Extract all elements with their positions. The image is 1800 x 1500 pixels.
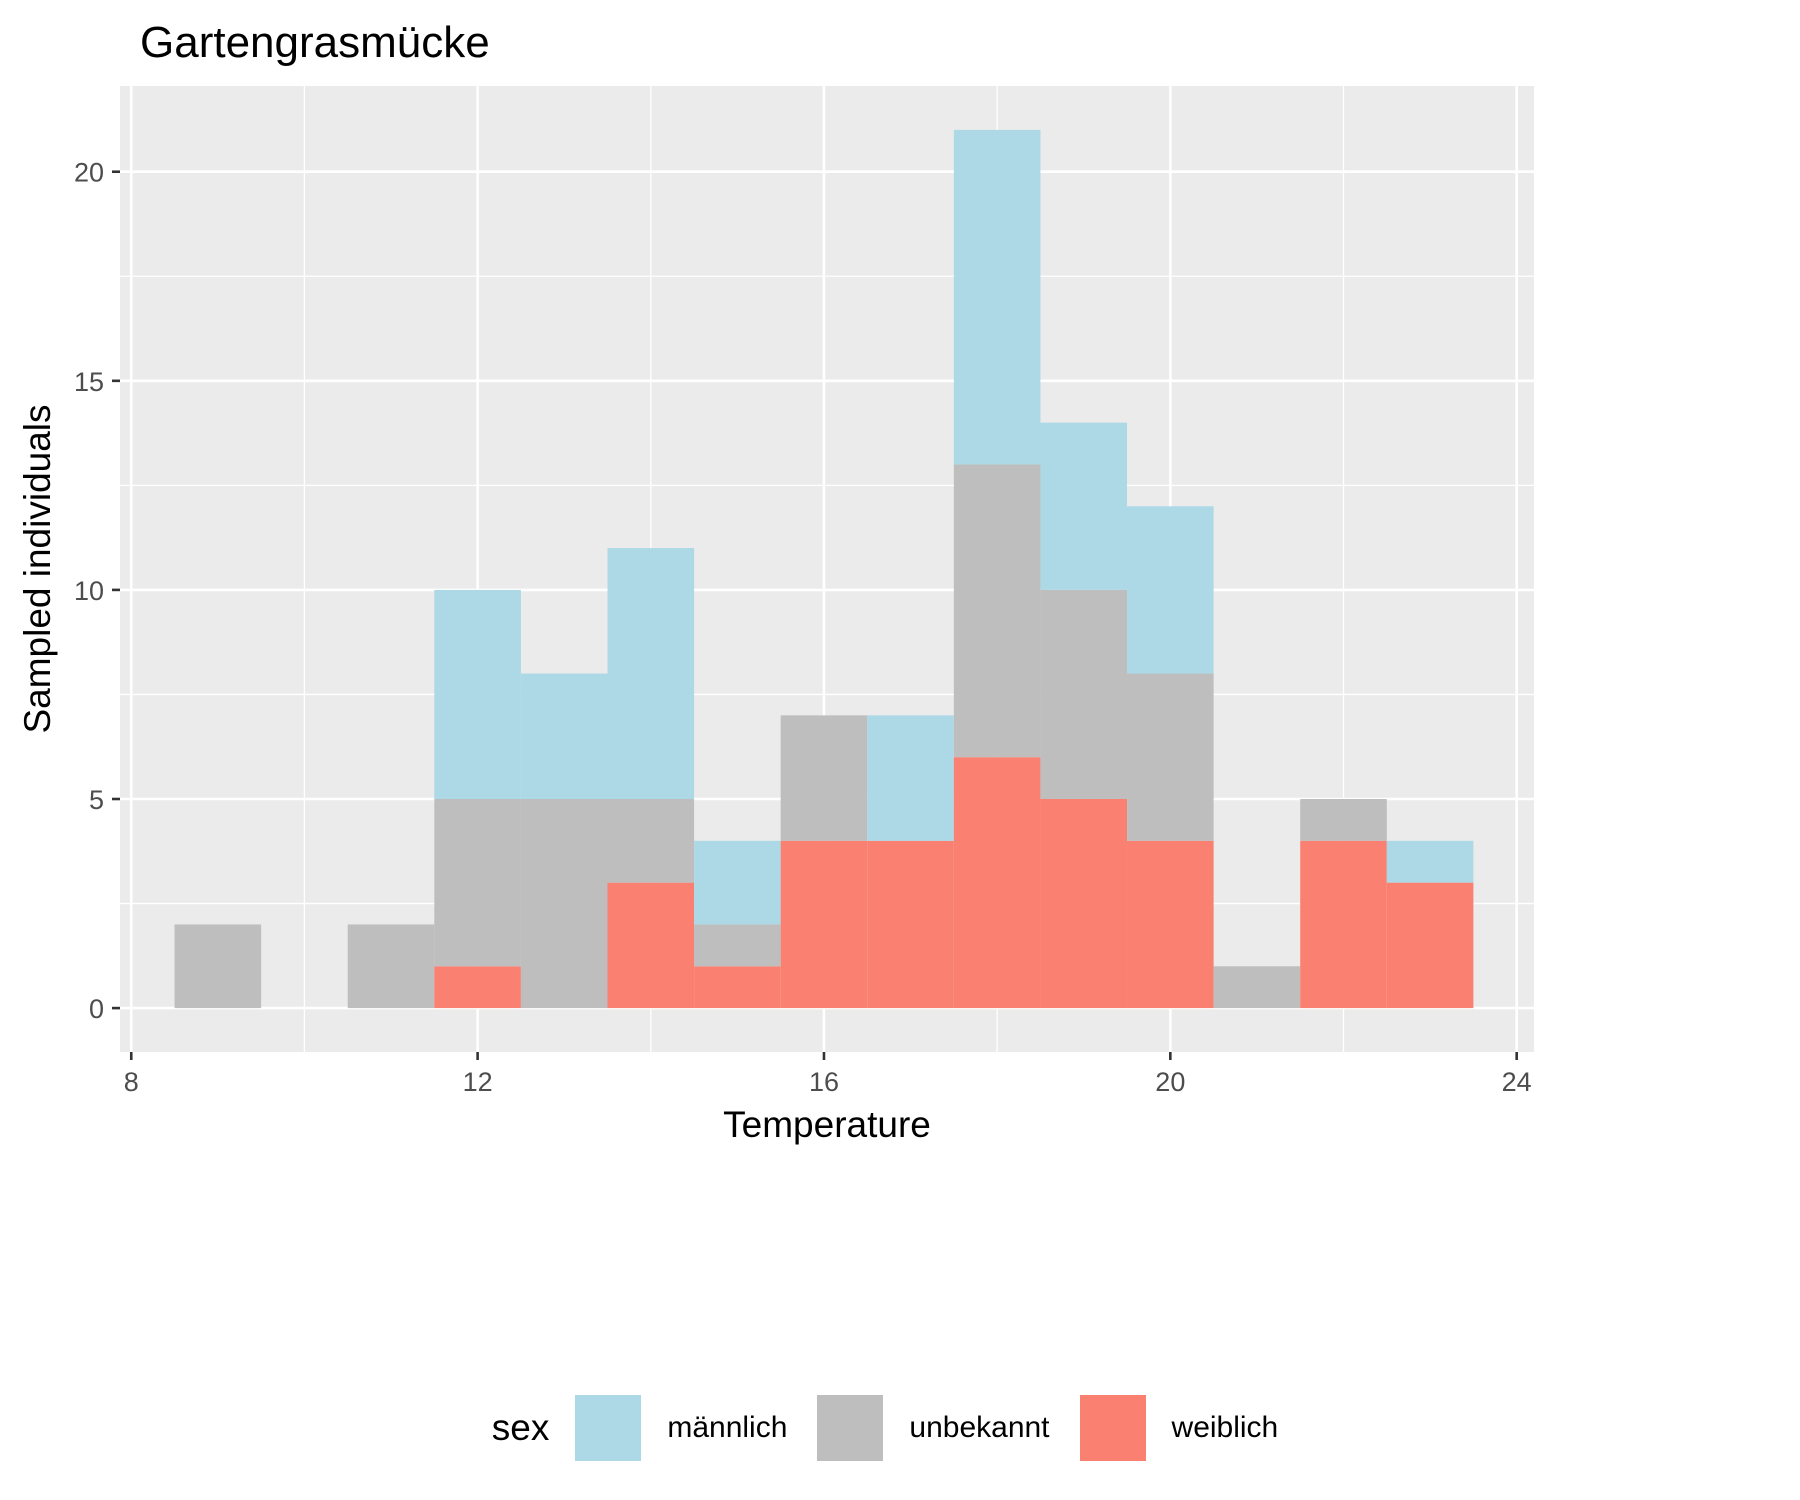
y-tick-label: 0 — [89, 994, 104, 1024]
legend-label-maennlich: männlich — [667, 1411, 788, 1444]
y-axis-title: Sampled individuals — [17, 404, 58, 733]
bar-unbekannt-9 — [174, 924, 262, 1009]
bars-layer — [174, 129, 1474, 1009]
histogram-chart: 0 5 10 15 20 8 12 16 20 24 Temperature Sampled in… — [17, 86, 1534, 1145]
legend-key-maennlich — [575, 1395, 642, 1461]
bar-weiblich-20 — [1127, 840, 1214, 1009]
x-tick-label: 24 — [1502, 1067, 1532, 1097]
x-tick-label: 8 — [124, 1067, 139, 1097]
bar-mnnlich-17 — [867, 715, 954, 841]
bar-weiblich-23 — [1386, 882, 1474, 1009]
bar-unbekannt-11 — [347, 924, 435, 1009]
bar-unbekannt-21 — [1213, 966, 1301, 1009]
bar-unbekannt-20 — [1127, 673, 1214, 841]
legend-title: sex — [491, 1407, 550, 1448]
bar-unbekannt-14 — [607, 799, 695, 883]
bar-mnnlich-12 — [434, 589, 521, 799]
x-axis-title: Temperature — [723, 1104, 931, 1145]
bar-unbekannt-18 — [953, 464, 1041, 758]
legend-label-unbekannt: unbekannt — [909, 1411, 1050, 1444]
chart-title: Gartengrasmücke — [140, 18, 490, 67]
x-tick-label: 20 — [1155, 1067, 1185, 1097]
bar-unbekannt-19 — [1040, 589, 1128, 799]
bar-mnnlich-14 — [607, 548, 695, 799]
bar-weiblich-22 — [1300, 840, 1387, 1009]
legend-key-unbekannt — [817, 1395, 884, 1461]
y-tick-label: 20 — [74, 158, 104, 188]
y-tick-label: 15 — [74, 367, 104, 397]
bar-mnnlich-23 — [1386, 840, 1474, 883]
legend: sex männlich unbekannt weiblich — [0, 1388, 1800, 1468]
bar-unbekannt-12 — [434, 799, 521, 967]
axes-layer: 0 5 10 15 20 8 12 16 20 24 — [74, 158, 1532, 1097]
bar-mnnlich-20 — [1127, 506, 1214, 674]
bar-mnnlich-15 — [694, 840, 781, 925]
bar-weiblich-18 — [953, 757, 1041, 1009]
x-tick-label: 16 — [809, 1067, 839, 1097]
bar-weiblich-17 — [867, 840, 954, 1009]
bar-weiblich-16 — [780, 840, 868, 1009]
bar-unbekannt-15 — [694, 924, 781, 967]
bar-weiblich-12 — [434, 966, 521, 1009]
x-tick-label: 12 — [463, 1067, 493, 1097]
legend-item-unbekannt: unbekannt — [817, 1395, 1050, 1461]
bar-unbekannt-16 — [780, 715, 868, 841]
bar-unbekannt-13 — [520, 799, 608, 1009]
legend-label-weiblich: weiblich — [1171, 1411, 1279, 1444]
bar-mnnlich-18 — [953, 129, 1041, 465]
bar-weiblich-19 — [1040, 799, 1128, 1009]
bar-weiblich-14 — [607, 882, 695, 1009]
bar-weiblich-15 — [694, 966, 781, 1009]
legend-item-weiblich: weiblich — [1079, 1395, 1279, 1461]
bar-mnnlich-13 — [520, 673, 608, 799]
bar-unbekannt-22 — [1300, 799, 1387, 841]
bar-mnnlich-19 — [1040, 422, 1128, 590]
legend-key-weiblich — [1079, 1395, 1146, 1461]
y-tick-label: 10 — [74, 576, 104, 606]
y-tick-label: 5 — [89, 785, 104, 815]
legend-item-maennlich: männlich — [575, 1395, 787, 1461]
